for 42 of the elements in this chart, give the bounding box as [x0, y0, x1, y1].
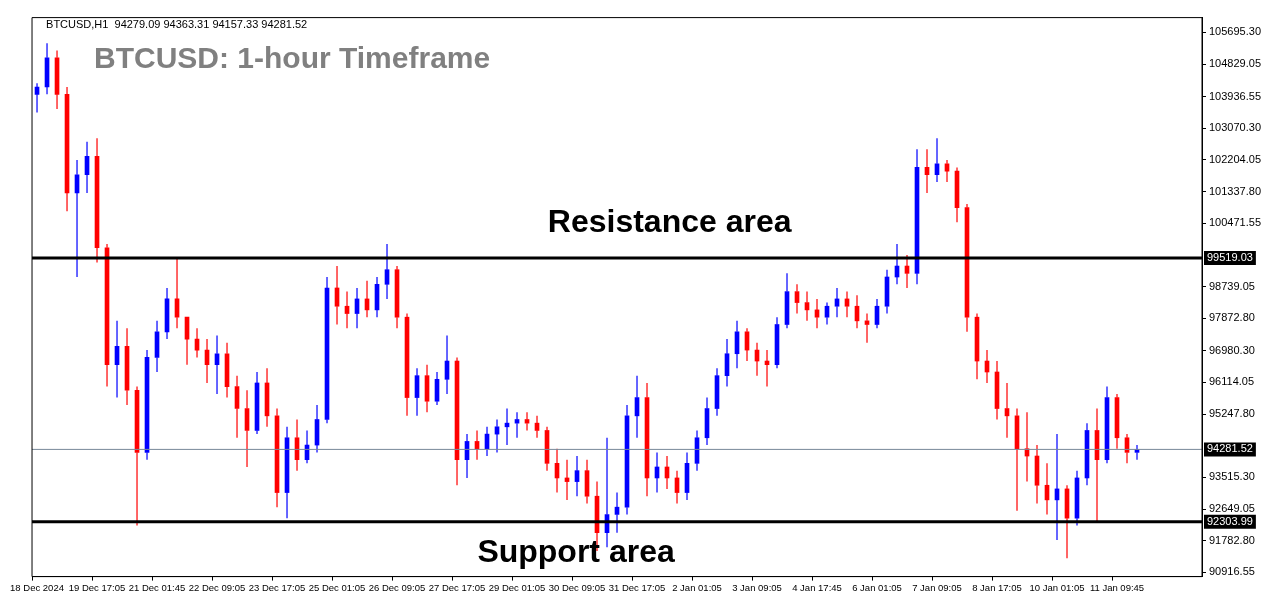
x-tick-label: 6 Jan 01:05: [852, 581, 902, 593]
x-tick-label: 11 Jan 09:45: [1089, 581, 1145, 593]
x-tick-label: 7 Jan 09:05: [912, 581, 962, 593]
x-tick-label: 2 Jan 01:05: [672, 581, 722, 593]
y-tick-label: 95247.80: [1209, 407, 1255, 420]
y-tick-label: 96114.05: [1209, 375, 1255, 388]
y-tick-label: 104829.05: [1209, 57, 1261, 70]
x-tick-label: 23 Dec 17:05: [248, 581, 306, 593]
y-tick-label: 93515.30: [1209, 470, 1255, 483]
ref-line-label: 94281.52: [1207, 442, 1253, 455]
y-tick-label: 90916.55: [1209, 565, 1255, 578]
y-tick-label: 98739.05: [1209, 279, 1255, 292]
y-tick-label: 100471.55: [1209, 216, 1261, 229]
annotation: Support area: [477, 533, 675, 570]
ref-line-label: 92303.99: [1207, 514, 1253, 527]
y-tick-label: 105695.30: [1209, 25, 1261, 38]
y-tick-label: 101337.80: [1209, 184, 1261, 197]
text: BTCUSD: 1-hour Timeframe: [94, 40, 491, 74]
x-tick-label: 19 Dec 17:05: [68, 581, 126, 593]
x-tick-label: 26 Dec 09:05: [368, 581, 426, 593]
y-tick-label: 103936.55: [1209, 89, 1261, 102]
ref-line-label: 99519.03: [1207, 251, 1253, 264]
x-tick-label: 31 Dec 17:05: [608, 581, 666, 593]
x-tick-label: 30 Dec 09:05: [548, 581, 606, 593]
y-tick-label: 96980.30: [1209, 343, 1255, 356]
y-tick-label: 91782.80: [1209, 533, 1255, 546]
annotation: BTCUSD,H1 94279.09 94363.31 94157.33 94281.52: [46, 18, 308, 31]
x-tick-label: 27 Dec 17:05: [428, 581, 486, 593]
x-tick-label: 8 Jan 17:05: [972, 581, 1022, 593]
x-tick-label: 3 Jan 09:05: [732, 581, 782, 593]
y-tick-label: 97872.80: [1209, 311, 1255, 324]
x-tick-label: 21 Dec 01:45: [128, 581, 186, 593]
y-tick-label: 103070.30: [1209, 121, 1261, 134]
x-tick-label: 10 Jan 01:05: [1029, 581, 1085, 593]
x-tick-label: 22 Dec 09:05: [188, 581, 246, 593]
x-tick-label: 4 Jan 17:45: [792, 581, 842, 593]
x-tick-label: 18 Dec 2024: [10, 581, 64, 593]
x-tick-label: 25 Dec 01:05: [308, 581, 366, 593]
x-tick-label: 29 Dec 01:05: [488, 581, 546, 593]
annotation: Resistance area: [547, 203, 792, 240]
y-tick-label: 92649.05: [1209, 502, 1255, 515]
y-tick-label: 102204.05: [1209, 152, 1261, 165]
